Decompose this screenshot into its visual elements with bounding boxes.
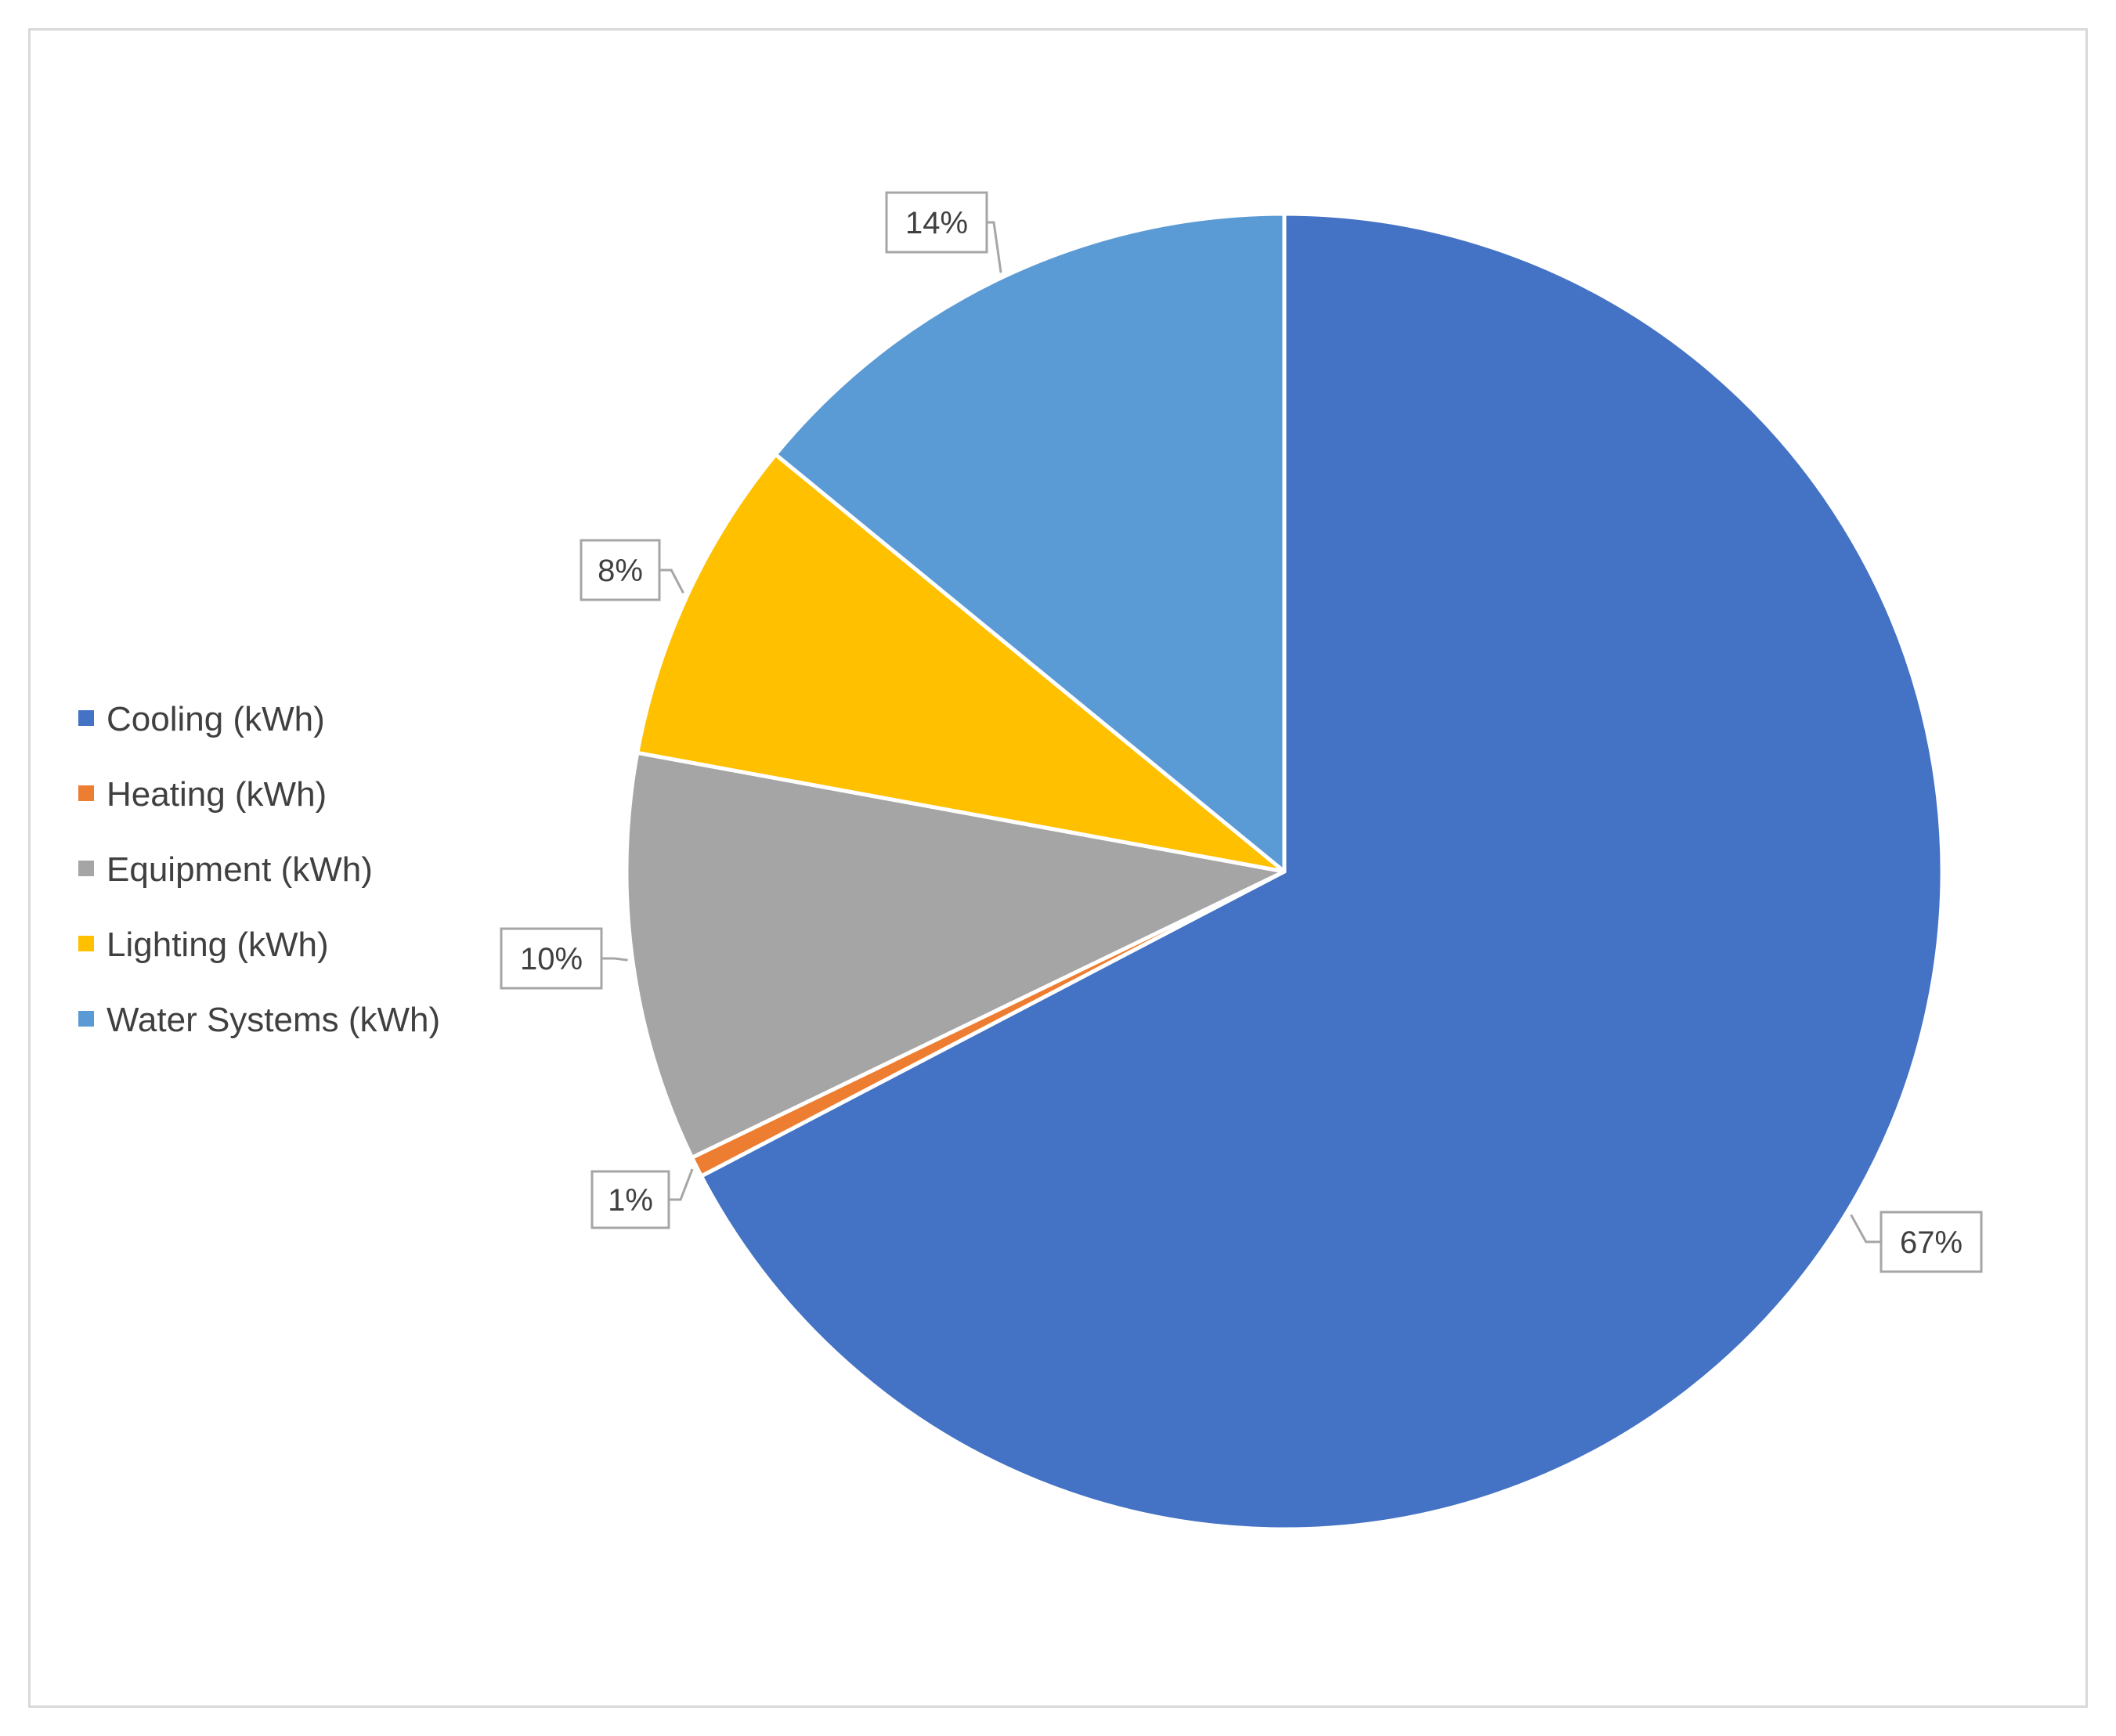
data-label-box-heating: [590, 1170, 670, 1229]
data-label-box-cooling: [1879, 1211, 1983, 1273]
legend-swatch-heating: [78, 785, 94, 801]
legend-swatch-lighting: [78, 936, 94, 951]
data-label-water-systems: 14%: [885, 191, 1002, 273]
data-label-text-heating: 1%: [608, 1183, 653, 1218]
data-label-box-equipment: [500, 927, 603, 990]
legend-label-heating: Heating (kWh): [107, 775, 327, 814]
legend-label-cooling: Cooling (kWh): [107, 700, 325, 738]
data-label-lighting: 8%: [580, 539, 684, 601]
legend-label-equipment: Equipment (kWh): [107, 850, 373, 889]
data-label-text-lighting: 8%: [598, 554, 643, 588]
leader-line-equipment: [601, 957, 628, 962]
data-label-heating: 1%: [590, 1168, 694, 1229]
pie-slice-lighting: [635, 452, 1287, 874]
legend-label-lighting: Lighting (kWh): [107, 926, 329, 964]
data-labels: 67% 1% 10% 8% 14%: [500, 191, 1983, 1273]
legend-item-heating: Heating (kWh): [78, 775, 327, 814]
data-label-text-water-systems: 14%: [905, 206, 968, 240]
data-label-text-equipment: 10%: [520, 942, 583, 976]
legend-label-water-systems: Water Systems (kWh): [107, 1001, 440, 1039]
data-label-cooling: 67%: [1850, 1211, 1983, 1273]
legend-item-lighting: Lighting (kWh): [78, 926, 329, 964]
leader-line-lighting: [659, 568, 684, 594]
legend: Cooling (kWh) Heating (kWh) Equipment (kWh…: [78, 700, 440, 1039]
legend-swatch-equipment: [78, 861, 94, 876]
legend-swatch-water-systems: [78, 1011, 94, 1027]
legend-swatch-cooling: [78, 710, 94, 726]
pie-slice-equipment: [624, 750, 1287, 1160]
pie-slice-cooling: [699, 211, 1944, 1532]
leader-line-cooling: [1850, 1214, 1881, 1243]
data-label-box-lighting: [580, 539, 661, 601]
leader-line-water-systems: [987, 221, 1002, 273]
legend-item-water-systems: Water Systems (kWh): [78, 1001, 440, 1039]
data-label-text-cooling: 67%: [1900, 1225, 1963, 1260]
leader-line-heating: [669, 1168, 694, 1201]
legend-item-cooling: Cooling (kWh): [78, 700, 325, 738]
data-label-equipment: 10%: [500, 927, 628, 990]
data-label-box-water-systems: [885, 191, 988, 254]
pie-slice-water-systems: [773, 211, 1287, 874]
legend-item-equipment: Equipment (kWh): [78, 850, 373, 889]
pie-slices: [624, 211, 1944, 1532]
